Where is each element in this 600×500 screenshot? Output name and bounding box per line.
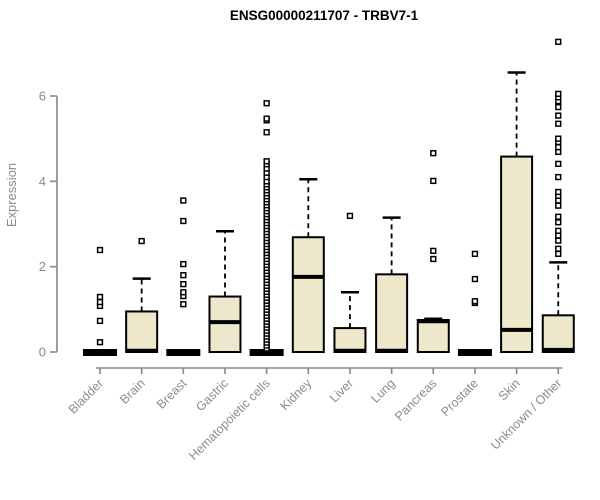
- box: [291, 236, 325, 353]
- collapsed-box: [249, 349, 284, 356]
- x-tick-label: Unknown / Other: [488, 376, 564, 452]
- box: [416, 319, 450, 353]
- y-tick-label: 0: [39, 345, 46, 360]
- x-tick-label: Gastric: [193, 376, 231, 414]
- outlier-point: [430, 177, 437, 185]
- chart-title: ENSG00000211707 - TRBV7-1: [229, 8, 419, 23]
- box: [541, 314, 575, 354]
- y-tick-label: 2: [39, 259, 46, 274]
- box: [208, 295, 242, 353]
- outlier-point: [555, 144, 562, 151]
- outlier-point: [555, 135, 562, 142]
- outlier-point: [555, 213, 562, 220]
- collapsed-box: [457, 349, 492, 356]
- outlier-point: [96, 246, 104, 254]
- x-tick-label: Prostate: [438, 376, 481, 419]
- x-tick-label: Skin: [496, 376, 523, 403]
- outlier-point: [180, 289, 187, 296]
- x-tick-label: Brain: [117, 376, 148, 407]
- box: [500, 155, 534, 353]
- box: [375, 273, 409, 354]
- outlier-point: [555, 90, 562, 98]
- outlier-point: [430, 255, 437, 263]
- outlier-point: [180, 217, 187, 225]
- outlier-point: [471, 275, 479, 283]
- collapsed-box: [166, 349, 201, 356]
- box: [333, 327, 367, 353]
- x-tick-label: Pancreas: [392, 376, 439, 423]
- x-tick-label: Hematopoietic cells: [186, 376, 273, 463]
- outlier-point: [96, 293, 104, 301]
- outlier-point: [555, 202, 562, 209]
- outlier-point: [180, 281, 187, 288]
- outlier-point: [555, 227, 562, 234]
- x-tick-label: Kidney: [277, 376, 314, 413]
- outlier-point: [430, 150, 437, 157]
- outlier-point: [263, 158, 270, 165]
- outlier-point: [96, 339, 104, 346]
- outlier-point: [263, 115, 270, 122]
- outlier-point: [430, 247, 437, 255]
- y-tick-label: 4: [39, 174, 46, 189]
- outlier-point: [180, 272, 187, 279]
- outlier-point: [96, 317, 104, 325]
- outlier-point: [180, 301, 187, 308]
- x-tick-label: Lung: [368, 376, 398, 406]
- outlier-point: [555, 219, 562, 226]
- outlier-point: [555, 188, 562, 196]
- outlier-point: [555, 173, 562, 181]
- outlier-point: [555, 38, 562, 45]
- x-tick-label: Bladder: [66, 376, 106, 416]
- outlier-point: [138, 237, 145, 245]
- y-tick-label: 6: [39, 89, 46, 104]
- outlier-point: [263, 100, 270, 107]
- x-tick-label: Liver: [327, 376, 356, 405]
- outlier-point: [555, 160, 562, 167]
- outlier-point: [471, 298, 479, 305]
- collapsed-box: [83, 349, 117, 356]
- outlier-point: [555, 237, 562, 244]
- outlier-point: [263, 129, 270, 136]
- outlier-point: [555, 250, 562, 258]
- outlier-point: [555, 120, 562, 127]
- outlier-point: [180, 197, 187, 204]
- outlier-point: [471, 250, 479, 258]
- outlier-point: [180, 260, 187, 268]
- box: [125, 310, 159, 354]
- outlier-point: [555, 103, 562, 111]
- outlier-point: [96, 298, 104, 306]
- x-tick-label: Breast: [154, 376, 190, 412]
- outlier-point: [555, 112, 562, 119]
- outlier-point: [346, 212, 354, 220]
- outlier-point: [555, 245, 562, 252]
